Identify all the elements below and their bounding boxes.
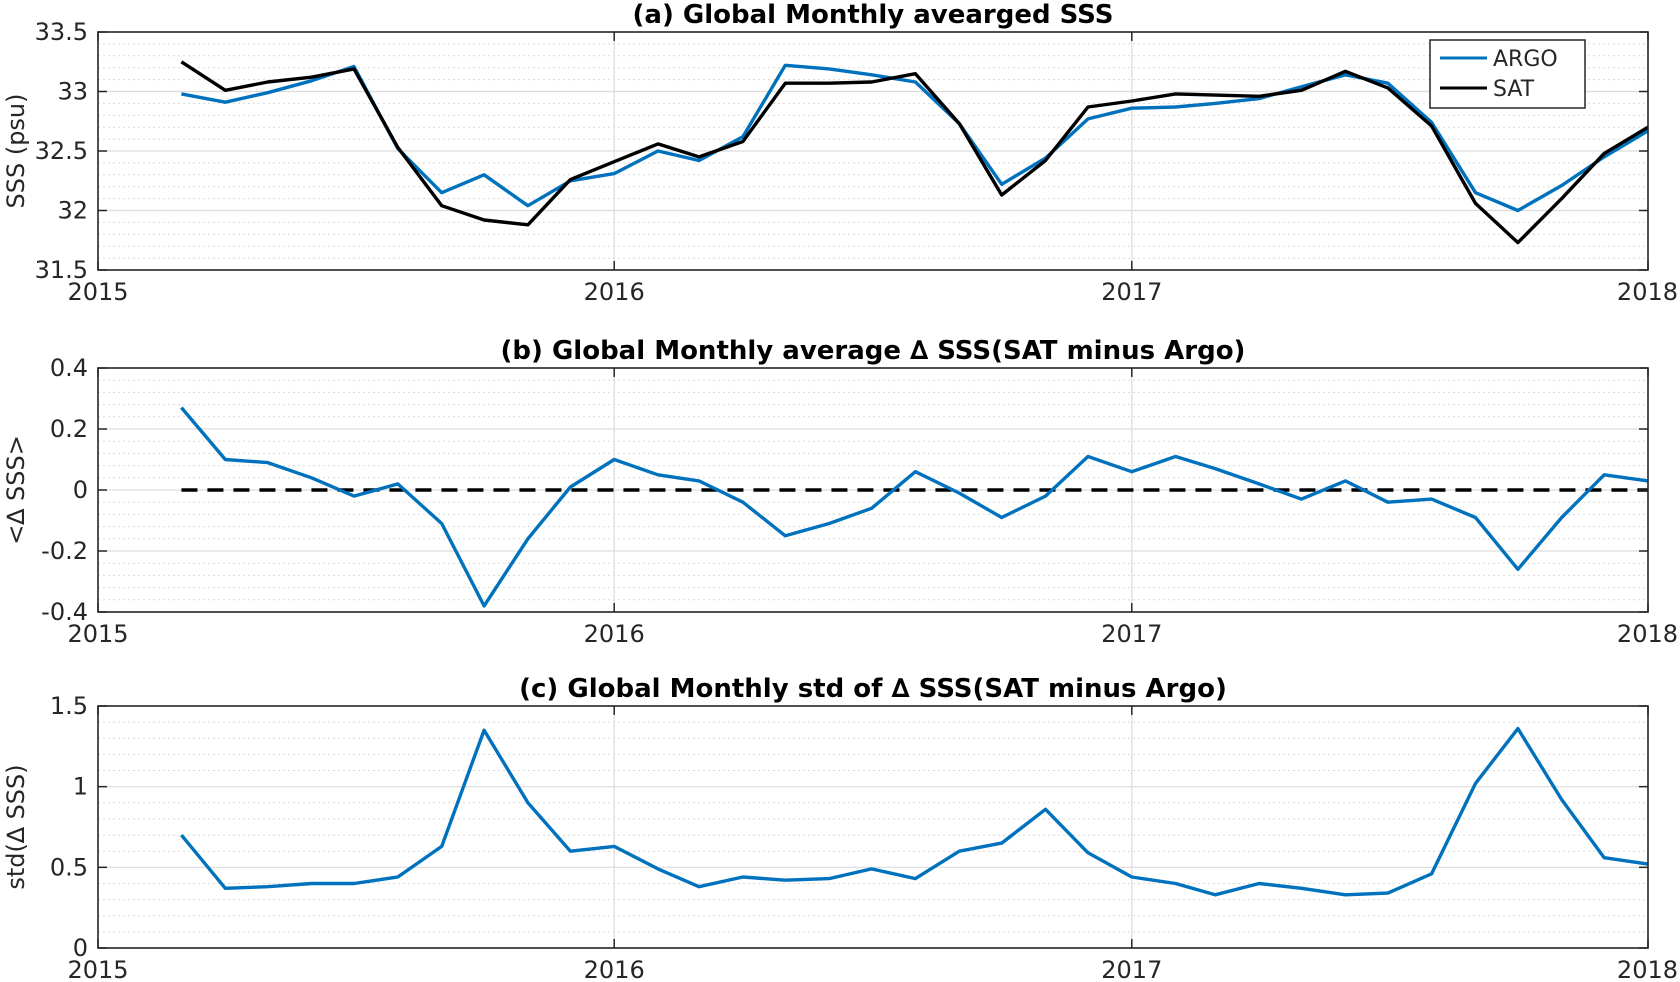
y-tick-label: 32.5: [35, 137, 88, 165]
y-tick-label: 1.5: [50, 692, 88, 720]
y-tick-label: 31.5: [35, 256, 88, 284]
x-tick-label: 2015: [67, 620, 128, 648]
panel-c: (c) Global Monthly std of ∆ SSS(SAT minu…: [2, 674, 1678, 982]
x-tick-label: 2015: [67, 278, 128, 306]
delta-sss-line: [180, 726, 1649, 897]
y-tick-label: 0: [73, 476, 88, 504]
panel-b-y-axis-label: <∆ SSS>: [2, 435, 30, 545]
x-tick-label: 2017: [1101, 278, 1162, 306]
x-tick-label: 2018: [1617, 956, 1678, 982]
y-tick-label: 1: [73, 773, 88, 801]
panel-b-title: (b) Global Monthly average ∆ SSS(SAT min…: [501, 336, 1246, 366]
panel-c-title: (c) Global Monthly std of ∆ SSS(SAT minu…: [519, 674, 1227, 704]
y-tick-label: 0.5: [50, 853, 88, 881]
panel-c-plot-frame: [97, 705, 1649, 949]
legend-label-sat: SAT: [1493, 77, 1535, 102]
x-tick-label: 2016: [584, 956, 645, 982]
panel-b-ticks: -0.4 -0.2 0 0.2 0.4 2015 2016 2017 2018: [41, 354, 1678, 648]
y-tick-label: -0.4: [41, 598, 88, 626]
x-tick-label: 2018: [1617, 620, 1678, 648]
panel-b: (b) Global Monthly average ∆ SSS(SAT min…: [2, 336, 1678, 648]
panel-b-series: [180, 406, 1649, 608]
x-tick-label: 2016: [584, 278, 645, 306]
panel-a-y-axis-label: SSS (psu): [2, 93, 30, 208]
y-tick-label: 33.5: [35, 18, 88, 46]
panel-a: (a) Global Monthly avearged SSS SSS (psu…: [2, 0, 1678, 306]
x-tick-label: 2017: [1101, 956, 1162, 982]
panel-c-series: [180, 726, 1649, 897]
panel-a-title: (a) Global Monthly avearged SSS: [633, 0, 1114, 30]
sat-line: [180, 60, 1649, 245]
x-tick-label: 2015: [67, 956, 128, 982]
delta-sss-line: [180, 406, 1649, 608]
y-tick-label: 0.2: [50, 415, 88, 443]
panel-a-grid: [97, 31, 1649, 271]
x-tick-label: 2018: [1617, 278, 1678, 306]
panel-c-grid: [97, 705, 1649, 949]
y-tick-label: 0.4: [50, 354, 88, 382]
panel-c-ticks: 0 0.5 1 1.5 2015 2016 2017 2018: [50, 692, 1678, 982]
panel-c-y-axis-label: std(∆ SSS): [2, 764, 30, 889]
x-tick-label: 2016: [584, 620, 645, 648]
y-tick-label: -0.2: [41, 537, 88, 565]
y-tick-label: 33: [57, 78, 88, 106]
x-tick-label: 2017: [1101, 620, 1162, 648]
y-tick-label: 0: [73, 934, 88, 962]
y-tick-label: 32: [57, 197, 88, 225]
argo-line: [181, 63, 1649, 213]
legend-label-argo: ARGO: [1493, 47, 1558, 72]
panel-a-ticks: 31.5 32 32.5 33 33.5 2015 2016 2017 2018: [35, 18, 1678, 306]
legend-box: [1429, 39, 1586, 109]
legend: ARGO SAT: [1429, 39, 1586, 109]
panel-a-series: [180, 60, 1649, 245]
